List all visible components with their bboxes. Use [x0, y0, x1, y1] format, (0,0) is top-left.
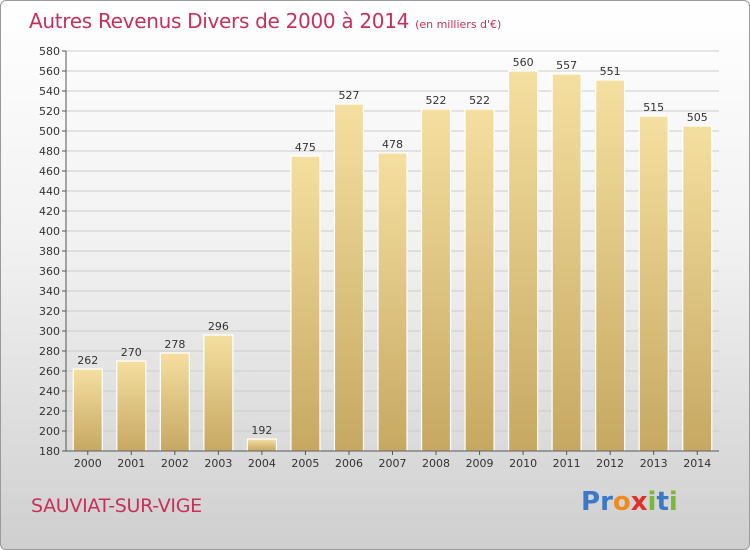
y-tick-label: 340: [39, 285, 60, 298]
x-tick-label: 2006: [335, 457, 363, 470]
x-axis-ticks: 2000 2001 2002 2003 2004 2005 2006 2007 2008 2009…: [74, 451, 711, 470]
y-tick-label: 460: [39, 165, 60, 178]
value-labels: 262 270 278 296 192 475 527 478 522 522 560 557 551 5…: [77, 56, 707, 437]
bar-value-label: 522: [426, 94, 447, 107]
bar: [159, 352, 190, 452]
x-tick-label: 2004: [248, 457, 276, 470]
x-tick-label: 2010: [509, 457, 537, 470]
x-tick-label: 2001: [117, 457, 145, 470]
x-tick-label: 2013: [640, 457, 668, 470]
y-tick-label: 400: [39, 225, 60, 238]
y-tick-label: 180: [39, 445, 60, 458]
y-tick-label: 540: [39, 85, 60, 98]
bar-value-label: 278: [164, 338, 185, 351]
y-tick-label: 560: [39, 65, 60, 78]
bar: [116, 360, 147, 452]
y-tick-label: 360: [39, 265, 60, 278]
bar-value-label: 527: [338, 89, 359, 102]
y-tick-label: 320: [39, 305, 60, 318]
bar: [72, 368, 103, 452]
bar-value-label: 475: [295, 141, 316, 154]
bar: [203, 334, 234, 452]
bar-value-label: 192: [251, 424, 272, 437]
y-tick-label: 500: [39, 125, 60, 138]
y-tick-label: 420: [39, 205, 60, 218]
y-tick-label: 520: [39, 105, 60, 118]
bars: [72, 70, 713, 452]
bar: [638, 115, 669, 452]
chart-title-text: Autres Revenus Divers de 2000 à 2014: [29, 9, 410, 33]
bar-value-label: 522: [469, 94, 490, 107]
y-tick-label: 440: [39, 185, 60, 198]
bar-value-label: 505: [687, 111, 708, 124]
chart-subtitle: (en milliers d'€): [415, 18, 502, 31]
bar: [290, 155, 321, 452]
place-name: SAUVIAT-SUR-VIGE: [31, 495, 202, 517]
bar: [333, 103, 365, 452]
bar: [246, 438, 277, 452]
bar-value-label: 557: [556, 59, 577, 72]
logo-letter: t: [656, 487, 669, 517]
y-axis-ticks: 180 200 220 240 260 280 300 320 340 360 380 400 420 4…: [39, 45, 66, 458]
bar-value-label: 560: [513, 56, 534, 69]
logo-letter: r: [600, 487, 613, 517]
bar: [551, 73, 582, 452]
x-tick-label: 2002: [161, 457, 189, 470]
bar-value-label: 478: [382, 138, 403, 151]
x-tick-label: 2009: [466, 457, 494, 470]
bar: [508, 70, 539, 452]
logo-letter: x: [630, 487, 648, 517]
bar-value-label: 296: [208, 320, 229, 333]
y-tick-label: 480: [39, 145, 60, 158]
logo-letter: i: [668, 487, 678, 517]
x-tick-label: 2011: [553, 457, 581, 470]
chart-title: Autres Revenus Divers de 2000 à 2014 (en …: [29, 9, 501, 33]
y-tick-label: 200: [39, 425, 60, 438]
y-tick-label: 300: [39, 325, 60, 338]
logo-letter: i: [647, 487, 657, 517]
y-tick-label: 380: [39, 245, 60, 258]
bar-value-label: 551: [600, 65, 621, 78]
bar: [420, 108, 452, 452]
x-tick-label: 2000: [74, 457, 102, 470]
y-tick-label: 220: [39, 405, 60, 418]
bar-value-label: 515: [643, 101, 664, 114]
bar: [595, 79, 626, 452]
bar: [377, 152, 408, 452]
bar: [464, 108, 495, 452]
x-tick-label: 2003: [204, 457, 232, 470]
x-tick-label: 2007: [379, 457, 407, 470]
y-tick-label: 580: [39, 45, 60, 58]
logo-letter: o: [612, 487, 631, 517]
logo-letter: P: [581, 487, 601, 517]
y-tick-label: 280: [39, 345, 60, 358]
y-tick-label: 260: [39, 365, 60, 378]
bar-value-label: 270: [121, 346, 142, 359]
y-tick-label: 240: [39, 385, 60, 398]
bar-value-label: 262: [77, 354, 98, 367]
x-tick-label: 2008: [422, 457, 450, 470]
bar: [682, 125, 713, 452]
axes: [65, 51, 719, 452]
x-tick-label: 2012: [596, 457, 624, 470]
x-tick-label: 2014: [683, 457, 711, 470]
x-tick-label: 2005: [291, 457, 319, 470]
